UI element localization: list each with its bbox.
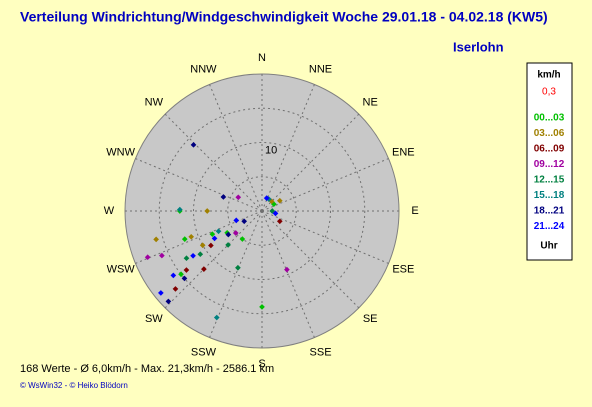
wind-point [284, 266, 290, 273]
summary: 168 Werte - Ø 6,0km/h - Max. 21,3km/h - … [20, 363, 274, 375]
legend-box [526, 62, 573, 261]
direction-label: NNW [190, 64, 217, 76]
r-tick-label: 10 [265, 144, 277, 156]
direction-label: WNW [106, 146, 135, 158]
wind-point [235, 194, 242, 201]
wind-point [188, 233, 195, 240]
wind-point [199, 242, 206, 249]
direction-label: ENE [392, 146, 415, 158]
wind-point [233, 217, 240, 224]
wind-point [232, 230, 239, 236]
wind-point [176, 206, 183, 213]
wind-point [241, 218, 248, 225]
direction-label: N [258, 52, 266, 64]
legend-entry: 03...06 [534, 128, 565, 139]
direction-label: SE [363, 313, 378, 325]
copyright: © WsWin32 - © Heiko Blödorn [20, 381, 128, 390]
direction-label: SSE [310, 346, 332, 358]
wind-point [276, 218, 283, 225]
legend-entry: 12...15 [534, 175, 565, 186]
wind-point [178, 271, 184, 278]
wind-point [159, 252, 165, 259]
wind-point [190, 142, 197, 148]
legend-entry: 18...21 [534, 206, 565, 217]
wind-point [239, 236, 246, 242]
wind-point [181, 275, 188, 282]
wind-point [190, 252, 196, 259]
direction-label: S [258, 358, 265, 370]
wind-point [201, 266, 207, 272]
direction-label: W [104, 205, 115, 217]
legend-note: 0,3 [542, 87, 556, 98]
grid-ring [193, 142, 331, 280]
legend-footer: Uhr [540, 241, 557, 252]
wind-point [165, 298, 172, 305]
wind-point [276, 197, 283, 204]
direction-label: WSW [107, 263, 136, 275]
grid-ring [158, 107, 366, 315]
wind-point [211, 235, 218, 242]
wind-point [213, 314, 220, 321]
wind-point [181, 236, 188, 242]
legend-entry: 09...12 [534, 159, 565, 170]
wind-point [204, 208, 211, 214]
wind-point [209, 231, 216, 237]
legend-entry: 21...24 [534, 221, 565, 232]
wind-point [170, 272, 177, 279]
wind-point [208, 242, 214, 249]
direction-label: ESE [392, 263, 414, 275]
wind-point [259, 304, 265, 310]
wind-point [197, 251, 204, 258]
wind-point [220, 194, 227, 200]
wind-point [153, 236, 159, 243]
wind-point [235, 264, 241, 271]
chart-title: Verteilung Windrichtung/Windgeschwindigk… [20, 9, 548, 25]
legend-entry: 15...18 [534, 190, 565, 201]
wind-point [172, 286, 179, 292]
direction-label: SW [145, 313, 163, 325]
wind-point [183, 267, 190, 273]
wind-point [183, 255, 190, 262]
direction-label: NW [145, 97, 164, 109]
wind-point [225, 242, 231, 248]
direction-label: NE [363, 97, 378, 109]
wind-point [263, 195, 270, 201]
wind-point [272, 210, 279, 217]
legend-entry: 06...09 [534, 144, 565, 155]
wind-point [144, 254, 151, 261]
wind-point [158, 290, 164, 296]
wind-point [215, 228, 222, 235]
legend-entry: 00...03 [534, 113, 565, 124]
legend-title: km/h [537, 70, 560, 81]
direction-label: SSW [191, 346, 217, 358]
direction-label: NNE [309, 64, 332, 76]
direction-label: E [411, 205, 418, 217]
wind-point [225, 231, 232, 238]
chart-subtitle: Iserlohn [453, 39, 504, 54]
grid-ring [227, 176, 297, 246]
